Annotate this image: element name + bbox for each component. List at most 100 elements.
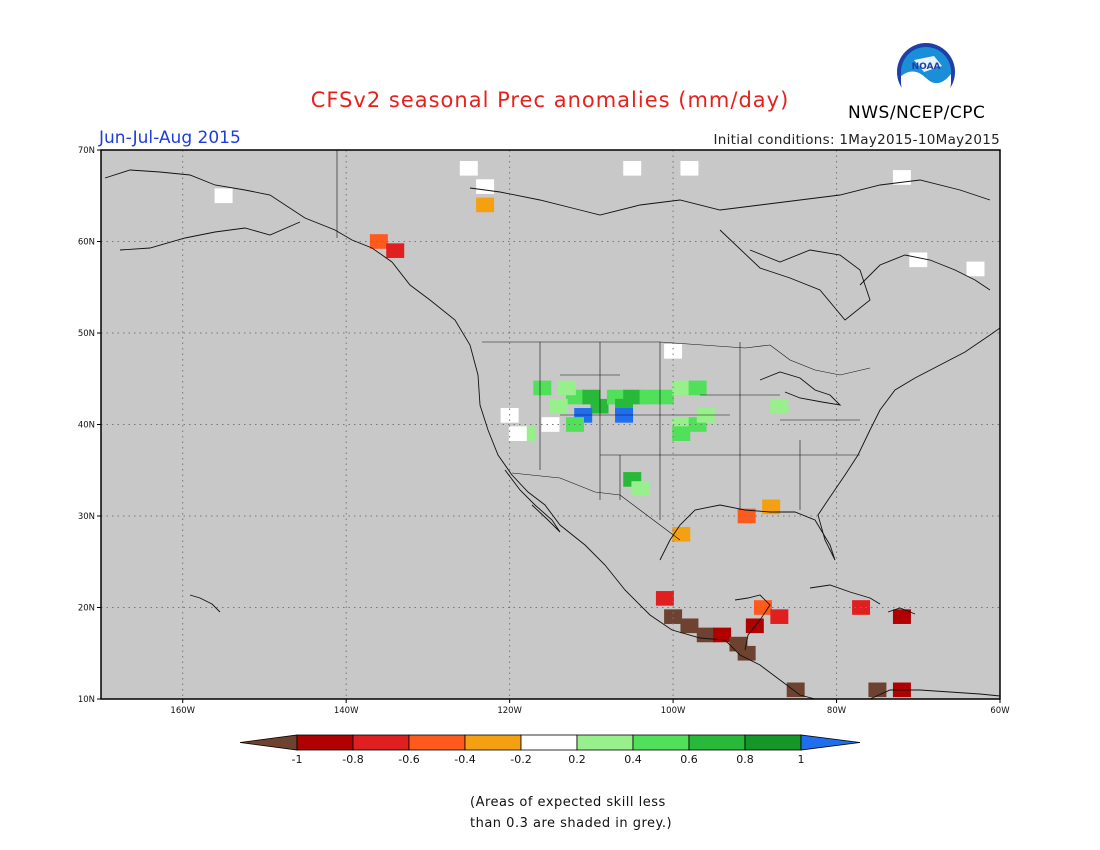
- colorbar-box: [408, 734, 466, 751]
- season-label: Jun-Jul-Aug 2015: [99, 128, 241, 148]
- coastline-alaska: [104, 169, 816, 699]
- colorbar-label: 0.4: [624, 753, 642, 766]
- anomaly-cell: [672, 380, 691, 396]
- tick-label-lat: 40N: [78, 421, 95, 431]
- anomaly-cell: [680, 618, 699, 634]
- axis-ticks: 160W 140W 120W 100W 80W 60W 10N 20N 30N 40N 50N 60N…: [78, 146, 1010, 716]
- anomaly-cell: [664, 609, 683, 624]
- anomaly-cell: [762, 499, 781, 515]
- anomaly-cell: [214, 188, 233, 204]
- coastline-hudson: [719, 229, 871, 321]
- coastline-arctic: [469, 179, 991, 216]
- anomaly-cell: [737, 645, 756, 661]
- colorbar-box: [352, 734, 410, 751]
- state-lines: [539, 342, 860, 520]
- footnote-line-1: (Areas of expected skill less: [470, 795, 666, 810]
- tick-label-lon: 80W: [827, 706, 847, 716]
- colorbar-label: 0.8: [736, 753, 754, 766]
- tick-label-lon: 140W: [334, 706, 359, 716]
- tick-label-lat: 20N: [78, 604, 95, 614]
- anomaly-cell: [476, 179, 495, 194]
- anomaly-cell: [508, 426, 527, 441]
- colorbar-label: -0.8: [342, 753, 363, 766]
- organization-label: NWS/NCEP/CPC: [848, 103, 986, 123]
- coastline-cuba: [809, 584, 881, 605]
- grid-lines: [101, 150, 1000, 699]
- anomaly-cell: [713, 627, 732, 643]
- anomaly-cell: [541, 417, 560, 432]
- tick-label-lon: 160W: [170, 706, 195, 716]
- tick-label-lon: 120W: [497, 706, 522, 716]
- colorbar: -1 -0.8 -0.6 -0.4 -0.2 0.2 0.4 0.6 0.8 1: [239, 734, 861, 766]
- political-borders: [336, 150, 871, 541]
- noaa-logo: NOAA: [896, 42, 956, 107]
- colorbar-box: [296, 734, 354, 751]
- colorbar-label: 0.6: [680, 753, 698, 766]
- anomaly-cell: [533, 380, 552, 396]
- anomaly-cell: [966, 261, 985, 277]
- anomaly-cell: [680, 160, 699, 176]
- colorbar-box: [464, 734, 522, 751]
- skill-footnote: (Areas of expected skill less than 0.3 a…: [470, 792, 720, 834]
- coastlines: [104, 169, 1000, 699]
- anomaly-cell: [615, 408, 634, 423]
- tick-label-lat: 60N: [78, 238, 95, 248]
- anomaly-cell: [892, 609, 911, 624]
- map-title: CFSv2 seasonal Prec anomalies (mm/day): [310, 88, 790, 112]
- anomaly-cell: [672, 426, 691, 441]
- coastline-south-america: [869, 689, 1000, 699]
- tick-label-lon: 60W: [990, 706, 1010, 716]
- anomaly-cell: [672, 526, 691, 542]
- anomaly-cell: [786, 682, 805, 698]
- anomaly-cell: [664, 343, 683, 359]
- colorbar-box: [688, 734, 746, 751]
- colorbar-box: [576, 734, 634, 751]
- anomaly-cell: [655, 591, 674, 606]
- anomaly-cell: [754, 600, 772, 615]
- tick-label-lat: 50N: [78, 329, 95, 339]
- colorbar-box: [520, 734, 578, 751]
- colorbar-arrow-high: [800, 734, 861, 751]
- anomaly-map: 160W 140W 120W 100W 80W 60W 10N 20N 30N 40N 50N 60N…: [78, 146, 1010, 766]
- anomaly-cell: [549, 398, 568, 414]
- footnote-line-2: than 0.3 are shaded in grey.): [470, 816, 673, 831]
- anomaly-cell: [892, 170, 911, 185]
- anomaly-cell: [386, 243, 405, 258]
- anomaly-cell: [631, 481, 650, 496]
- anomaly-cell: [476, 197, 495, 213]
- colorbar-label: -0.6: [398, 753, 419, 766]
- great-lakes: [759, 371, 842, 406]
- coastline-gulf: [659, 327, 1000, 561]
- colorbar-label: 1: [798, 753, 805, 766]
- anomaly-cell: [770, 398, 789, 414]
- anomaly-cell: [590, 398, 609, 414]
- coastline-yucatan: [734, 594, 771, 651]
- colorbar-label: -0.2: [510, 753, 531, 766]
- anomaly-cell: [639, 389, 658, 405]
- anomaly-cells: [214, 160, 985, 698]
- anomaly-cell: [737, 508, 756, 524]
- anomaly-cell: [655, 389, 674, 405]
- tick-label-lat: 30N: [78, 512, 95, 522]
- coastline-hawaii: [189, 594, 221, 613]
- colorbar-arrow-low: [239, 734, 298, 751]
- logo-text: NOAA: [912, 62, 941, 72]
- colorbar-label: 0.2: [568, 753, 586, 766]
- colorbar-box: [744, 734, 802, 751]
- anomaly-cell: [770, 609, 789, 624]
- coastline-labrador: [859, 254, 991, 291]
- anomaly-cell: [623, 389, 642, 405]
- anomaly-cell: [557, 380, 576, 396]
- anomaly-cell: [696, 627, 715, 643]
- anomaly-cell: [623, 160, 642, 176]
- anomaly-cell: [688, 380, 707, 396]
- tick-label-lat: 10N: [78, 695, 95, 705]
- tick-label-lat: 70N: [78, 146, 95, 156]
- tick-label-lon: 100W: [661, 706, 686, 716]
- us-canada-border: [336, 150, 871, 376]
- colorbar-label: -0.4: [454, 753, 475, 766]
- noaa-logo-graphic: NOAA: [897, 43, 955, 107]
- colorbar-box: [632, 734, 690, 751]
- coastline-hispaniola: [887, 607, 916, 615]
- coastline-alaska-south: [119, 221, 301, 251]
